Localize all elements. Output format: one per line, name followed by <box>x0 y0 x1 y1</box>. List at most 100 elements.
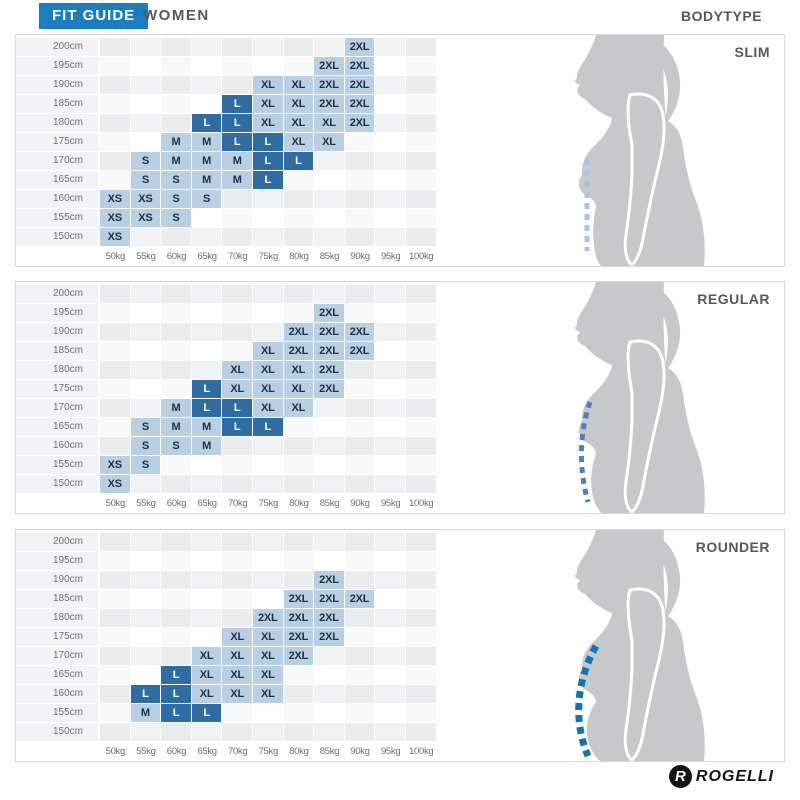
bodytype-badge-regular: REGULAR <box>697 291 770 307</box>
empty-cell <box>314 704 345 723</box>
empty-cell <box>405 190 437 209</box>
empty-cell <box>314 209 345 228</box>
empty-cell <box>314 228 345 247</box>
grid-row: 175cm M M L L XL XL <box>16 133 437 152</box>
size-grid-rounder: 200cm 195cm 190cm 2XL 185cm 2XL 2XL 2XL 180cm 2XL… <box>16 533 437 761</box>
empty-cell <box>314 666 345 685</box>
weight-label: 50kg <box>100 742 131 761</box>
empty-cell <box>222 552 253 571</box>
weight-label: 75kg <box>252 742 284 761</box>
empty-cell <box>283 418 315 437</box>
size-cell: 2XL <box>314 361 345 380</box>
weight-label: 70kg <box>222 247 253 266</box>
height-label: 150cm <box>16 228 100 247</box>
empty-cell <box>405 361 437 380</box>
empty-cell <box>375 475 406 494</box>
empty-cell <box>405 304 437 323</box>
height-label: 150cm <box>16 723 100 742</box>
size-cell: M <box>130 704 162 723</box>
size-cell: 2XL <box>283 342 315 361</box>
panel-regular: 200cm 195cm 2XL 190cm 2XL 2XL 2XL 185cm XL 2XL 2XL… <box>15 281 785 514</box>
empty-cell <box>252 57 284 76</box>
grid-row: 190cm XL XL 2XL 2XL <box>16 76 437 95</box>
empty-cell <box>100 723 131 742</box>
brand-name: ROGELLI <box>695 767 774 785</box>
empty-cell <box>130 628 162 647</box>
empty-cell <box>405 418 437 437</box>
empty-cell <box>375 76 406 95</box>
empty-cell <box>100 361 131 380</box>
empty-cell <box>130 552 162 571</box>
grid-row: 175cm L XL XL XL 2XL <box>16 380 437 399</box>
empty-cell <box>252 590 284 609</box>
empty-cell <box>375 552 406 571</box>
panel-slim: 200cm 2XL 195cm 2XL 2XL 190cm XL XL 2XL 2XL 185cm L… <box>15 34 785 267</box>
weight-label: 90kg <box>344 247 376 266</box>
size-cell: M <box>222 152 253 171</box>
empty-cell <box>222 609 253 628</box>
empty-cell <box>100 285 131 304</box>
size-cell: S <box>130 437 162 456</box>
size-cell: XL <box>252 76 284 95</box>
weight-label: 95kg <box>375 247 406 266</box>
weight-label: 50kg <box>100 494 131 513</box>
empty-cell <box>344 171 376 190</box>
size-cell: 2XL <box>314 590 345 609</box>
empty-cell <box>375 114 406 133</box>
empty-cell <box>222 475 253 494</box>
empty-cell <box>191 590 223 609</box>
empty-cell <box>100 571 131 590</box>
grid-row: 165cm S M M L L <box>16 418 437 437</box>
empty-cell <box>344 704 376 723</box>
grid-row: 180cm XL XL XL 2XL <box>16 361 437 380</box>
weight-label: 55kg <box>130 494 162 513</box>
empty-cell <box>252 323 284 342</box>
size-cell: M <box>191 437 223 456</box>
empty-cell <box>130 95 162 114</box>
size-cell: XL <box>314 133 345 152</box>
size-cell: XL <box>283 76 315 95</box>
empty-cell <box>252 437 284 456</box>
empty-cell <box>344 475 376 494</box>
empty-cell <box>222 704 253 723</box>
grid-row: 180cm L L XL XL XL 2XL <box>16 114 437 133</box>
size-cell: M <box>161 399 192 418</box>
empty-cell <box>161 456 192 475</box>
empty-cell <box>252 209 284 228</box>
empty-cell <box>100 76 131 95</box>
empty-cell <box>314 437 345 456</box>
size-cell: S <box>191 190 223 209</box>
size-cell: XL <box>252 361 284 380</box>
grid-row: 195cm 2XL 2XL <box>16 57 437 76</box>
empty-cell <box>222 38 253 57</box>
empty-cell <box>344 399 376 418</box>
size-cell: 2XL <box>314 95 345 114</box>
size-cell: XS <box>130 209 162 228</box>
size-cell: XL <box>222 647 253 666</box>
empty-cell <box>344 628 376 647</box>
height-label: 155cm <box>16 704 100 723</box>
empty-cell <box>130 380 162 399</box>
size-cell: XL <box>252 666 284 685</box>
empty-cell <box>161 323 192 342</box>
weight-label: 70kg <box>222 742 253 761</box>
size-cell: 2XL <box>283 590 315 609</box>
empty-cell <box>283 704 315 723</box>
empty-cell <box>405 380 437 399</box>
empty-cell <box>222 571 253 590</box>
weight-label: 90kg <box>344 494 376 513</box>
weight-label: 80kg <box>283 247 315 266</box>
height-label: 165cm <box>16 418 100 437</box>
size-cell: L <box>252 171 284 190</box>
empty-cell <box>344 228 376 247</box>
empty-cell <box>161 304 192 323</box>
empty-cell <box>344 304 376 323</box>
size-cell: L <box>222 399 253 418</box>
empty-cell <box>161 533 192 552</box>
weight-label: 65kg <box>191 247 223 266</box>
height-label: 160cm <box>16 190 100 209</box>
empty-cell <box>344 418 376 437</box>
weight-label: 90kg <box>344 742 376 761</box>
size-cell: S <box>161 190 192 209</box>
grid-row: 165cm S S M M L <box>16 171 437 190</box>
